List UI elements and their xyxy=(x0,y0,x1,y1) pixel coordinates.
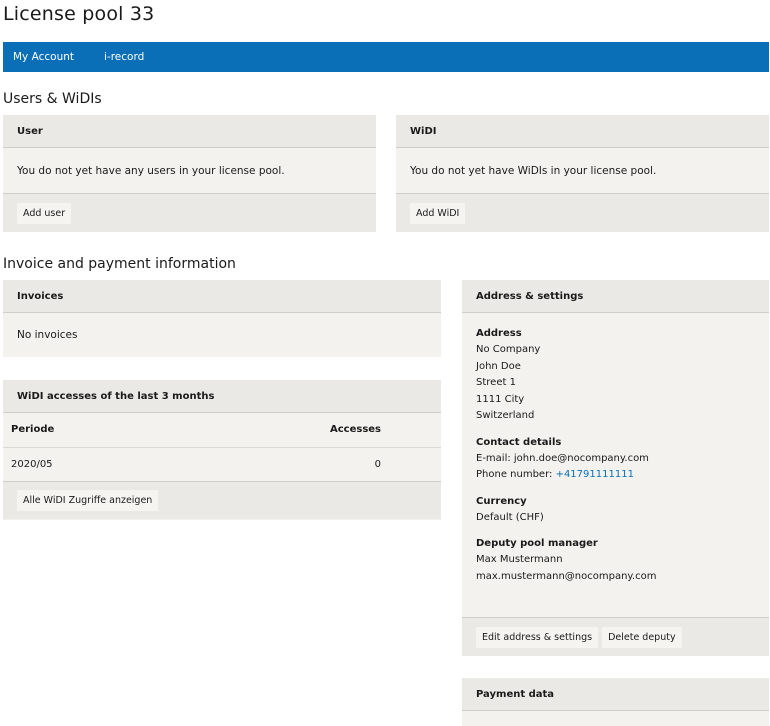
widi-accesses-panel: WiDI accesses of the last 3 months Perio… xyxy=(3,380,441,520)
contact-label: Contact details xyxy=(476,436,562,448)
address-panel-title: Address & settings xyxy=(462,280,769,313)
phone-label: Phone number: xyxy=(476,469,556,480)
currency-label: Currency xyxy=(476,495,527,507)
add-widi-button[interactable]: Add WiDI xyxy=(410,202,466,224)
address-line: No Company xyxy=(476,344,541,355)
top-nav: My Account i-record xyxy=(3,42,769,72)
address-line: John Doe xyxy=(476,360,521,372)
widi-panel-title: WiDI xyxy=(396,115,769,148)
no-invoices-message: No invoices xyxy=(17,329,78,341)
email-text: E-mail: john.doe@nocompany.com xyxy=(476,452,649,464)
users-section-heading: Users & WiDIs xyxy=(3,91,102,107)
column-periode: Periode xyxy=(3,413,149,448)
address-line: Street 1 xyxy=(476,377,516,388)
invoice-section-heading: Invoice and payment information xyxy=(3,256,236,272)
edit-address-button[interactable]: Edit address & settings xyxy=(476,626,599,648)
invoices-panel-title: Invoices xyxy=(3,280,441,313)
address-line: 1111 City xyxy=(476,393,525,405)
accesses-table: Periode Accesses 2020/05 0 xyxy=(3,413,441,481)
page-title: License pool 33 xyxy=(3,3,155,25)
address-label: Address xyxy=(476,328,522,339)
deputy-name: Max Mustermann xyxy=(476,554,563,565)
accesses-cell: 0 xyxy=(374,458,381,470)
period-cell: 2020/05 xyxy=(11,458,53,470)
user-panel: User You do not yet have any users in yo… xyxy=(3,115,376,232)
nav-my-account[interactable]: My Account xyxy=(13,51,75,63)
payment-panel-title: Payment data xyxy=(462,678,769,711)
deputy-label: Deputy pool manager xyxy=(476,538,598,549)
invoices-panel: Invoices No invoices xyxy=(3,280,441,357)
widi-accesses-title: WiDI accesses of the last 3 months xyxy=(3,380,441,413)
column-accesses: Accesses xyxy=(148,413,441,448)
user-empty-message: You do not yet have any users in your li… xyxy=(17,164,285,177)
delete-deputy-button[interactable]: Delete deputy xyxy=(602,626,682,648)
payment-data-panel: Payment data xyxy=(462,678,769,726)
table-row: 2020/05 0 xyxy=(3,447,441,481)
address-settings-panel: Address & settings Address No Company Jo… xyxy=(462,280,769,656)
show-all-accesses-button[interactable]: Alle WiDI Zugriffe anzeigen xyxy=(17,490,159,511)
nav-i-record[interactable]: i-record xyxy=(104,51,145,63)
widi-empty-message: You do not yet have WiDIs in your licens… xyxy=(410,164,657,177)
user-panel-title: User xyxy=(3,115,376,148)
phone-link[interactable]: +41791111111 xyxy=(555,469,634,480)
deputy-email: max.mustermann@nocompany.com xyxy=(476,570,657,582)
address-line: Switzerland xyxy=(476,410,535,421)
add-user-button[interactable]: Add user xyxy=(17,202,72,224)
currency-value: Default (CHF) xyxy=(476,511,544,523)
widi-panel: WiDI You do not yet have WiDIs in your l… xyxy=(396,115,769,232)
